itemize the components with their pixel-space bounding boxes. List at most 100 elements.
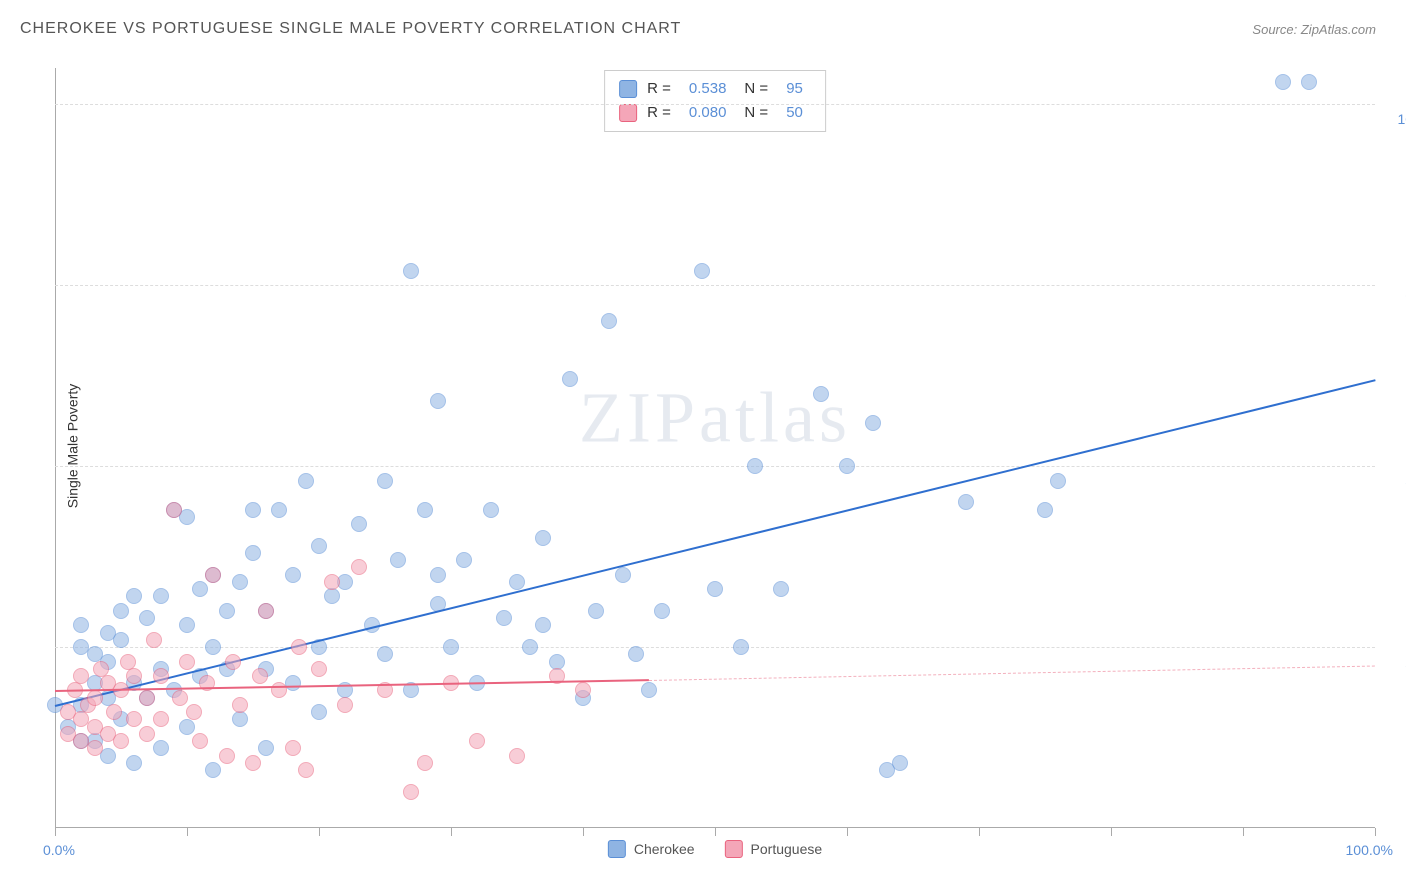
regression-line-dashed — [649, 665, 1375, 680]
y-tick-label: 100.0% — [1385, 111, 1406, 127]
scatter-point — [535, 617, 551, 633]
scatter-point — [87, 690, 103, 706]
scatter-point — [113, 632, 129, 648]
gridline — [55, 285, 1375, 286]
scatter-point — [1050, 473, 1066, 489]
y-tick-label: 75.0% — [1385, 292, 1406, 308]
scatter-point — [403, 263, 419, 279]
scatter-point — [377, 646, 393, 662]
gridline — [55, 104, 1375, 105]
scatter-point — [232, 711, 248, 727]
scatter-point — [747, 458, 763, 474]
scatter-point — [456, 552, 472, 568]
scatter-point — [153, 668, 169, 684]
x-tick — [847, 828, 848, 836]
scatter-point — [126, 755, 142, 771]
source-label: Source: ZipAtlas.com — [1252, 22, 1376, 37]
legend-n-label: N = — [744, 77, 768, 101]
scatter-point — [1037, 502, 1053, 518]
x-tick — [451, 828, 452, 836]
scatter-point — [291, 639, 307, 655]
scatter-point — [153, 740, 169, 756]
source-value: ZipAtlas.com — [1301, 22, 1376, 37]
scatter-point — [179, 617, 195, 633]
y-axis-line — [55, 68, 56, 828]
scatter-point — [733, 639, 749, 655]
scatter-point — [232, 574, 248, 590]
scatter-point — [245, 755, 261, 771]
scatter-point — [126, 668, 142, 684]
scatter-point — [219, 748, 235, 764]
scatter-point — [126, 588, 142, 604]
scatter-point — [126, 711, 142, 727]
scatter-point — [417, 755, 433, 771]
scatter-point — [351, 516, 367, 532]
legend-r-label: R = — [647, 77, 671, 101]
scatter-point — [892, 755, 908, 771]
scatter-point — [641, 682, 657, 698]
scatter-point — [377, 473, 393, 489]
scatter-point — [285, 567, 301, 583]
scatter-point — [839, 458, 855, 474]
scatter-point — [562, 371, 578, 387]
scatter-point — [106, 704, 122, 720]
scatter-point — [1275, 74, 1291, 90]
scatter-point — [258, 603, 274, 619]
scatter-point — [311, 661, 327, 677]
legend-row: R =0.538N =95 — [619, 77, 811, 101]
legend-r-value: 0.538 — [689, 77, 727, 101]
scatter-point — [146, 632, 162, 648]
x-axis-max-label: 100.0% — [1346, 842, 1393, 858]
scatter-point — [285, 740, 301, 756]
scatter-point — [390, 552, 406, 568]
scatter-point — [179, 719, 195, 735]
x-tick — [187, 828, 188, 836]
scatter-point — [443, 639, 459, 655]
scatter-point — [324, 574, 340, 590]
scatter-point — [87, 740, 103, 756]
regression-line — [55, 379, 1375, 707]
scatter-point — [139, 690, 155, 706]
scatter-point — [258, 740, 274, 756]
scatter-point — [351, 559, 367, 575]
x-tick — [55, 828, 56, 836]
scatter-point — [403, 784, 419, 800]
scatter-point — [192, 581, 208, 597]
scatter-point — [205, 639, 221, 655]
scatter-point — [192, 733, 208, 749]
x-tick — [1243, 828, 1244, 836]
chart-title: CHEROKEE VS PORTUGUESE SINGLE MALE POVER… — [20, 20, 681, 38]
watermark-text: ZIPatlas — [579, 377, 851, 457]
scatter-point — [588, 603, 604, 619]
scatter-point — [865, 415, 881, 431]
x-tick — [979, 828, 980, 836]
scatter-point — [271, 502, 287, 518]
scatter-point — [773, 581, 789, 597]
watermark: ZIPatlas — [579, 376, 851, 459]
scatter-point — [311, 704, 327, 720]
scatter-point — [654, 603, 670, 619]
scatter-point — [469, 733, 485, 749]
stats-legend: R =0.538N =95R =0.080N =50 — [604, 70, 826, 132]
scatter-point — [139, 726, 155, 742]
scatter-point — [73, 668, 89, 684]
y-tick-label: 25.0% — [1385, 654, 1406, 670]
y-tick-label: 50.0% — [1385, 473, 1406, 489]
source-prefix: Source: — [1252, 22, 1297, 37]
scatter-point — [958, 494, 974, 510]
x-tick — [1375, 828, 1376, 836]
series-legend-item: Cherokee — [608, 840, 695, 858]
legend-swatch — [619, 104, 637, 122]
scatter-point — [219, 603, 235, 619]
scatter-point — [113, 603, 129, 619]
scatter-point — [628, 646, 644, 662]
scatter-point — [153, 588, 169, 604]
x-tick — [715, 828, 716, 836]
scatter-point — [225, 654, 241, 670]
scatter-point — [337, 697, 353, 713]
scatter-point — [417, 502, 433, 518]
scatter-point — [509, 748, 525, 764]
scatter-point — [252, 668, 268, 684]
scatter-point — [172, 690, 188, 706]
scatter-point — [298, 762, 314, 778]
